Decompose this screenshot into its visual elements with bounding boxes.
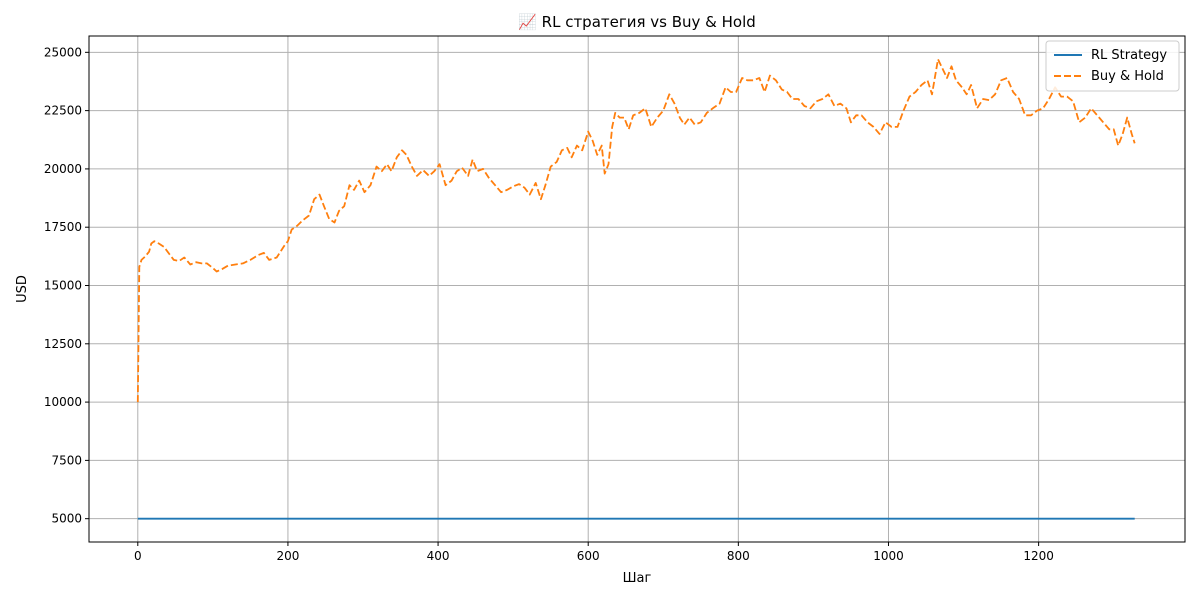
legend-label-buy-hold: Buy & Hold [1091,69,1164,84]
x-tick-label: 0 [134,549,142,563]
y-tick-label: 22500 [44,104,82,118]
chart-title: 📈 RL стратегия vs Buy & Hold [518,13,756,31]
y-tick-label: 20000 [44,162,82,176]
y-tick-label: 25000 [44,45,82,59]
y-tick-label: 17500 [44,220,82,234]
x-tick-label: 800 [727,549,750,563]
y-tick-label: 10000 [44,395,82,409]
legend-label-rl-strategy: RL Strategy [1091,48,1167,63]
legend-box [1045,40,1180,92]
x-axis-label: Шаг [623,571,652,586]
y-tick-label: 15000 [44,279,82,293]
y-tick-label: 12500 [44,337,82,351]
y-tick-label: 7500 [51,453,82,467]
series-lines [136,58,1136,520]
legend: RL Strategy Buy & Hold [1045,40,1180,92]
x-tick-label: 400 [427,549,450,563]
x-tick-label: 600 [577,549,600,563]
y-tick-label: 5000 [51,512,82,526]
x-tick-label: 1000 [873,549,904,563]
x-tick-label: 1200 [1023,549,1054,563]
axis-ticks: 0 200 400 600 800 1000 1200 5000 7500 10000 12500 1… [44,45,1054,563]
x-tick-label: 200 [276,549,299,563]
plot-frame [88,35,1186,543]
y-axis-label: USD [15,275,30,303]
grid-lines [89,36,1185,542]
